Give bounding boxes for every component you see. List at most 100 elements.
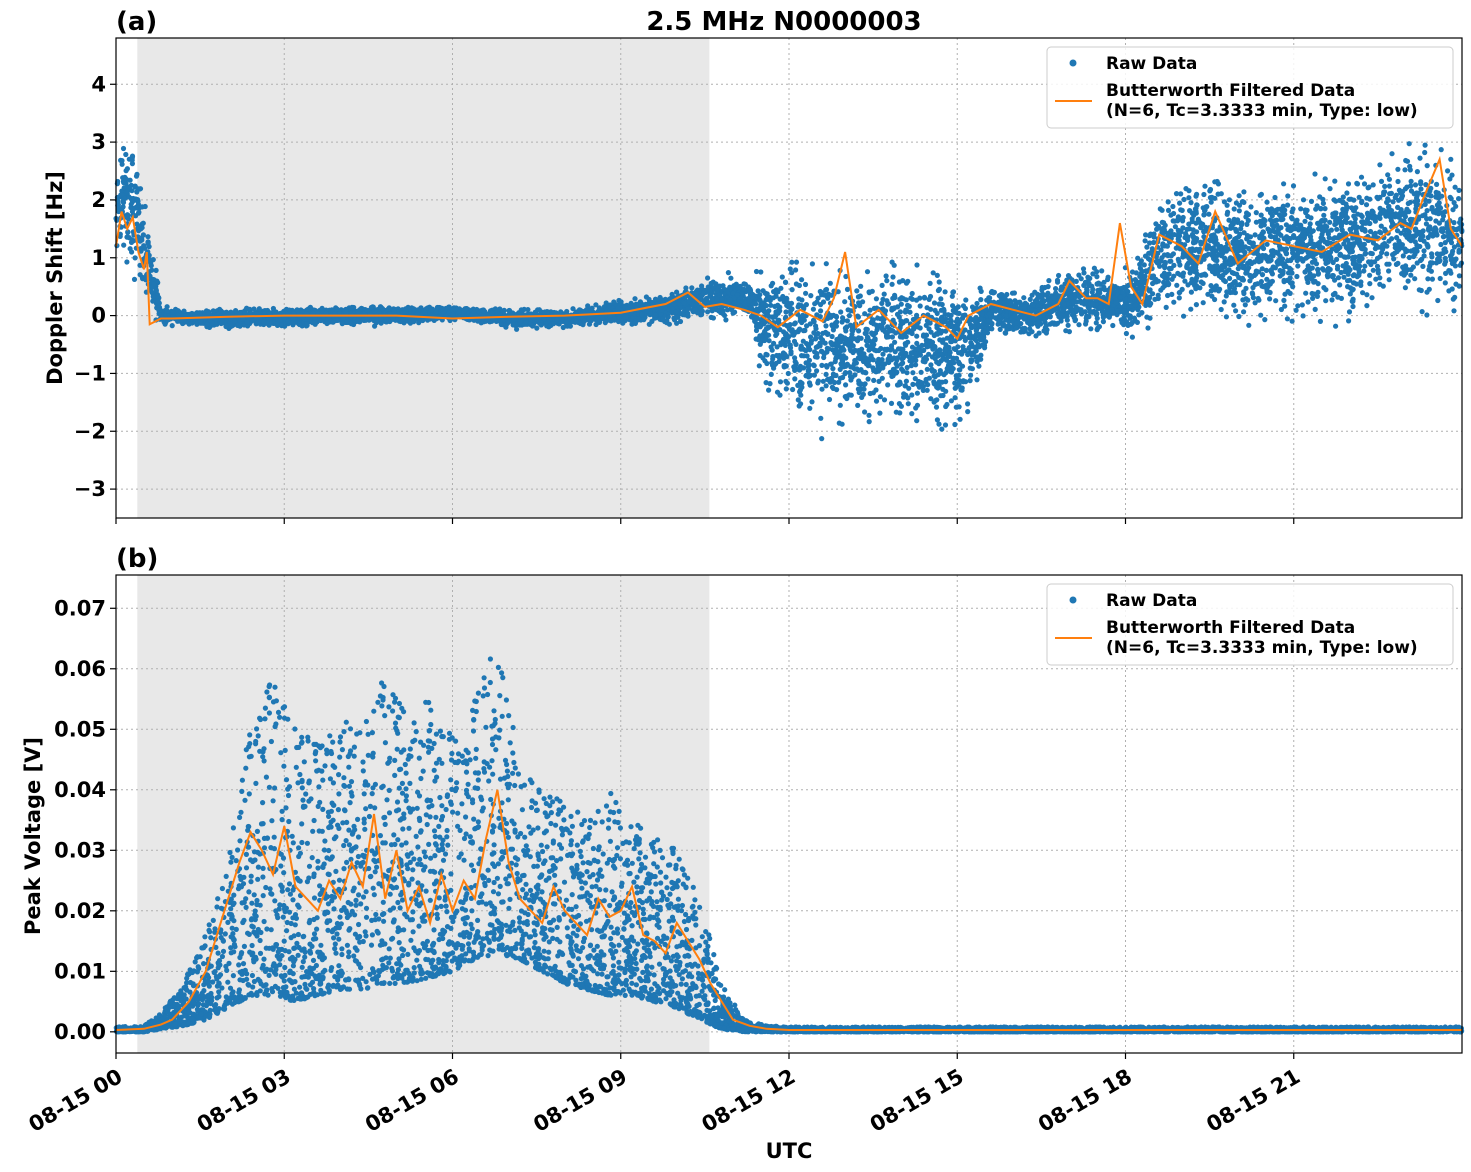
raw-data-point <box>820 330 826 336</box>
raw-data-point <box>1367 281 1373 287</box>
raw-data-point <box>1442 246 1448 252</box>
raw-data-point <box>793 259 800 265</box>
raw-data-point <box>1129 334 1135 340</box>
raw-data-point <box>1252 300 1258 306</box>
raw-data-point <box>1258 191 1264 197</box>
raw-data-point <box>978 288 984 294</box>
raw-data-point <box>819 436 825 442</box>
raw-data-point <box>1456 196 1462 202</box>
raw-data-point <box>1204 252 1210 258</box>
raw-data-point <box>1046 298 1052 304</box>
raw-data-point <box>1317 194 1323 200</box>
raw-data-point <box>1361 268 1367 274</box>
raw-data-point <box>1418 186 1424 192</box>
raw-data-point <box>1320 200 1326 206</box>
raw-data-point <box>900 355 906 361</box>
raw-data-point <box>909 411 915 417</box>
raw-data-point <box>1268 234 1274 240</box>
raw-data-point <box>1391 256 1397 262</box>
raw-data-point <box>1206 211 1212 217</box>
raw-data-point <box>1235 248 1241 255</box>
raw-data-point <box>1262 317 1268 323</box>
raw-data-point <box>1392 194 1398 201</box>
raw-data-point <box>1312 306 1318 312</box>
raw-data-point <box>978 356 984 362</box>
raw-data-point <box>1422 142 1428 148</box>
raw-data-point <box>883 273 889 279</box>
raw-data-point <box>878 316 884 322</box>
raw-data-point <box>1188 200 1194 206</box>
raw-data-point <box>1226 197 1232 203</box>
raw-data-point <box>1144 244 1150 250</box>
raw-data-point <box>792 355 798 361</box>
raw-data-point <box>774 344 780 350</box>
raw-data-point <box>814 368 820 374</box>
raw-data-point <box>1282 303 1288 309</box>
raw-data-point <box>991 289 998 295</box>
raw-data-point <box>910 381 916 387</box>
raw-data-point <box>757 333 763 339</box>
raw-data-point <box>1414 169 1420 175</box>
raw-data-point <box>134 189 140 195</box>
raw-data-point <box>918 369 924 375</box>
raw-data-point <box>1322 176 1328 182</box>
raw-data-point <box>978 297 984 303</box>
raw-data-point <box>873 398 880 404</box>
raw-data-point <box>1251 259 1258 265</box>
raw-data-point <box>856 328 862 334</box>
raw-data-point <box>1216 273 1222 279</box>
raw-data-point <box>866 289 872 295</box>
raw-data-point <box>1408 178 1414 184</box>
raw-data-point <box>905 401 911 407</box>
raw-data-point <box>1429 254 1435 260</box>
raw-data-point <box>1354 180 1360 186</box>
raw-data-point <box>1266 229 1273 235</box>
raw-data-point <box>1364 292 1370 298</box>
raw-data-point <box>1248 204 1254 210</box>
raw-data-point <box>771 340 777 346</box>
raw-data-point <box>1424 208 1430 214</box>
raw-data-point <box>1332 178 1338 184</box>
raw-data-point <box>756 363 762 369</box>
raw-data-point <box>804 353 810 359</box>
raw-data-point <box>1351 197 1357 203</box>
raw-data-point <box>771 365 777 371</box>
raw-data-point <box>1176 295 1182 301</box>
raw-data-point <box>1285 226 1291 233</box>
raw-data-point <box>879 375 885 381</box>
raw-data-point <box>705 309 711 315</box>
raw-data-point <box>790 386 796 393</box>
raw-data-point <box>1298 206 1304 212</box>
raw-data-point <box>963 297 969 303</box>
raw-data-point <box>928 362 934 368</box>
raw-data-point <box>1027 326 1033 332</box>
raw-data-point <box>1421 248 1427 254</box>
raw-data-point <box>1372 259 1378 265</box>
raw-data-point <box>1321 212 1327 218</box>
raw-data-point <box>1345 254 1351 260</box>
raw-data-point <box>1437 275 1443 282</box>
raw-data-point <box>1384 251 1390 257</box>
raw-data-point <box>942 422 949 428</box>
raw-data-point <box>1386 183 1393 189</box>
raw-data-point <box>1403 157 1409 164</box>
raw-data-point <box>857 356 863 362</box>
raw-data-point <box>1456 273 1462 279</box>
raw-data-point <box>1258 212 1264 218</box>
raw-data-point <box>783 386 789 392</box>
raw-data-point <box>943 328 949 334</box>
raw-data-point <box>1399 194 1405 200</box>
raw-data-point <box>1176 290 1182 296</box>
figure-title: 2.5 MHz N0000003 <box>646 7 921 37</box>
raw-data-point <box>1423 221 1429 227</box>
raw-data-point <box>843 325 849 331</box>
raw-data-point <box>939 426 945 432</box>
raw-data-point <box>1446 288 1452 294</box>
raw-data-point <box>854 288 860 294</box>
raw-data-point <box>1090 286 1096 292</box>
raw-data-point <box>1246 322 1252 328</box>
raw-data-point <box>792 320 798 326</box>
raw-data-point <box>1426 286 1432 292</box>
raw-data-point <box>935 287 942 294</box>
